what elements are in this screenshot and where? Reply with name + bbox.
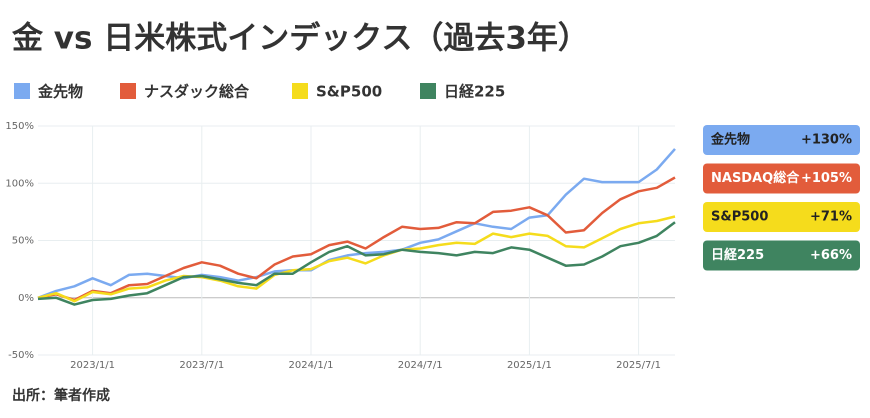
end-label-name: 金先物 xyxy=(710,132,750,148)
x-tick-label: 2023/7/1 xyxy=(179,360,224,371)
legend-swatch xyxy=(420,83,436,99)
y-tick-label: 100% xyxy=(5,178,34,189)
end-label-box xyxy=(703,240,860,271)
chart-title: 金 vs 日米株式インデックス（過去3年） xyxy=(11,21,589,57)
x-tick-label: 2023/1/1 xyxy=(70,360,115,371)
x-tick-label: 2024/1/1 xyxy=(289,360,334,371)
end-label-box xyxy=(703,163,860,194)
legend-label: 金先物 xyxy=(37,83,83,101)
x-tick-label: 2025/7/1 xyxy=(616,360,661,371)
y-tick-label: -50% xyxy=(8,350,34,361)
end-label-box xyxy=(703,125,860,155)
end-label-name: 日経225 xyxy=(711,247,764,263)
series-line xyxy=(37,148,676,299)
legend-swatch xyxy=(292,83,308,99)
legend-swatch xyxy=(120,83,136,99)
series-line xyxy=(37,221,676,306)
end-label-box xyxy=(703,202,860,232)
y-tick-label: 50% xyxy=(12,236,34,247)
x-tick-label: 2024/7/1 xyxy=(398,360,443,371)
series-line xyxy=(37,215,676,303)
legend-swatch xyxy=(14,83,30,99)
end-label-name: S&P500 xyxy=(711,210,768,225)
source-note: 出所：筆者作成 xyxy=(12,387,110,404)
series-line xyxy=(37,176,676,302)
end-label-value: +66% xyxy=(810,248,852,263)
end-label-value: +130% xyxy=(801,133,852,148)
y-tick-label: 0% xyxy=(18,293,34,304)
legend-label: 日経225 xyxy=(444,83,505,101)
end-label-value: +71% xyxy=(810,210,852,225)
y-tick-label: 150% xyxy=(5,121,34,132)
end-label-value: +105% xyxy=(801,171,852,186)
x-tick-label: 2025/1/1 xyxy=(507,360,552,371)
legend-label: S&P500 xyxy=(316,83,382,101)
end-label-name: NASDAQ総合 xyxy=(711,170,800,186)
legend-label: ナスダック総合 xyxy=(144,83,250,101)
